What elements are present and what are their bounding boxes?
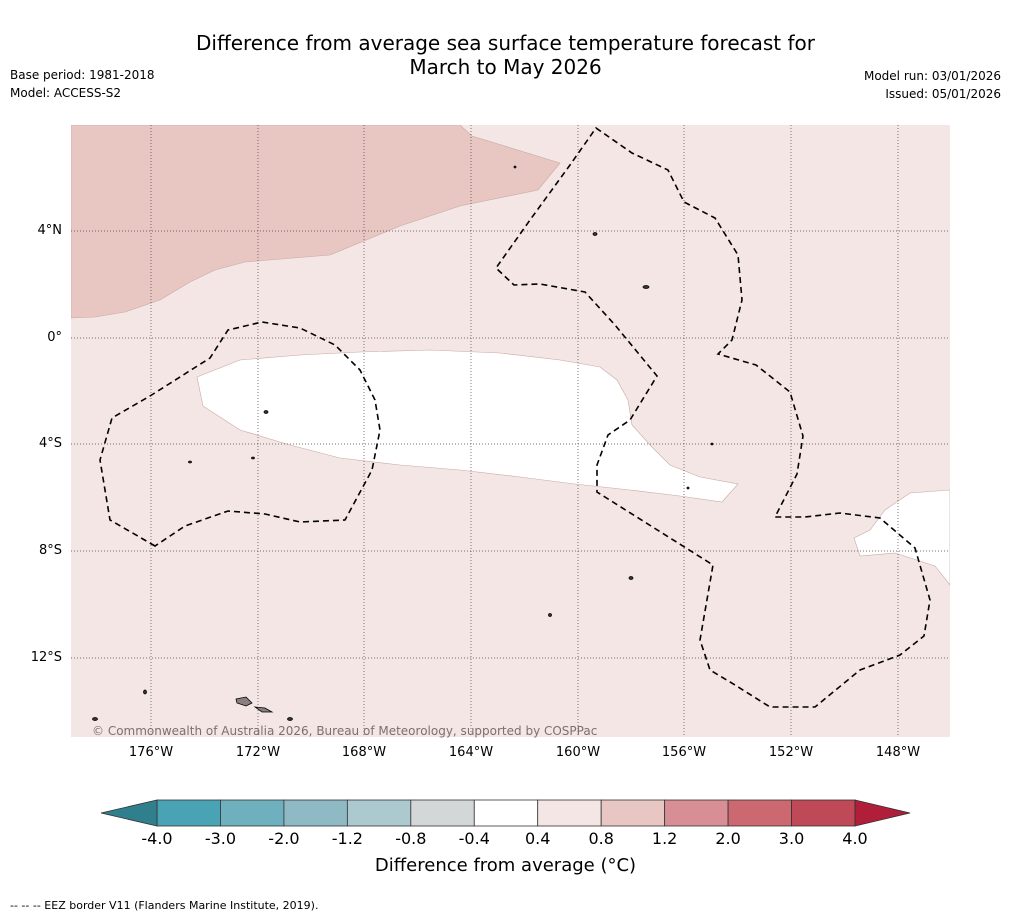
lon-label-156w: 156°W: [661, 745, 707, 760]
copyright-notice: © Commonwealth of Australia 2026, Bureau…: [92, 724, 598, 738]
map-title: Difference from average sea surface temp…: [0, 31, 1011, 79]
samoa-upolu: [253, 706, 274, 713]
meta-left: Base period: 1981-2018 Model: ACCESS-S2: [10, 66, 155, 102]
lon-label-164w: 164°W: [448, 745, 494, 760]
lat-label-0: 0°: [47, 330, 62, 345]
base-period: Base period: 1981-2018: [10, 68, 155, 82]
lon-label-152w: 152°W: [768, 745, 814, 760]
colorbar-title: Difference from average (°C): [374, 855, 637, 876]
samoa-savaii: [235, 696, 253, 707]
colorbar-tick-label: -1.2: [331, 829, 363, 848]
colorbar-tick-label: -0.4: [458, 829, 490, 848]
colorbar-segment: [346, 799, 412, 827]
colorbar-segment: [664, 799, 729, 827]
colorbar-segment: [791, 799, 856, 827]
meta-right: Model run: 03/01/2026 Issued: 05/01/2026: [864, 67, 1001, 103]
eez-border-tokelau: [99, 321, 381, 547]
colorbar-tick-label: -0.8: [395, 829, 427, 848]
eez-legend-footer: -- -- -- EEZ border V11 (Flanders Marine…: [10, 899, 319, 912]
colorbar-extend-high: [854, 799, 911, 827]
colorbar-tick-label: 0.4: [524, 829, 551, 848]
gridlines: [71, 125, 950, 737]
colorbar-segment: [537, 799, 602, 827]
colorbar-tick-label: 3.0: [778, 829, 805, 848]
colorbar-segment: [220, 799, 285, 827]
colorbar: [100, 799, 911, 827]
eez-border-line-islands: [494, 126, 931, 708]
colorbar-extend-low: [100, 799, 158, 827]
colorbar-tick-label: 0.8: [588, 829, 614, 848]
colorbar-tick-label: -2.0: [268, 829, 300, 848]
colorbar-segment: [410, 799, 475, 827]
lat-label-4n: 4°N: [37, 223, 63, 238]
lon-label-148w: 148°W: [875, 745, 921, 760]
model-name: Model: ACCESS-S2: [10, 86, 122, 100]
lat-label-12s: 12°S: [30, 650, 62, 665]
lon-label-160w: 160°W: [555, 745, 601, 760]
anomaly-0.8-1.2-region: [71, 125, 561, 319]
colorbar-segment: [156, 799, 221, 827]
lon-label-168w: 168°W: [341, 745, 387, 760]
title-line-2: March to May 2026: [409, 55, 602, 79]
colorbar-tick-label: 4.0: [842, 829, 868, 848]
anomaly-near-average-region: [196, 349, 739, 503]
colorbar-tick-label: -4.0: [141, 829, 173, 848]
colorbar-tick-label: 1.2: [651, 829, 678, 848]
issued-date: Issued: 05/01/2026: [885, 87, 1001, 101]
model-run: Model run: 03/01/2026: [863, 69, 1001, 83]
lat-label-8s: 8°S: [38, 543, 62, 558]
lat-label-4s: 4°S: [38, 436, 62, 451]
colorbar-segment: [473, 799, 539, 827]
colorbar-segment: [600, 799, 666, 827]
map-area: [71, 125, 950, 737]
title-line-1: Difference from average sea surface temp…: [195, 31, 815, 55]
colorbar-tick-label: 2.0: [715, 829, 741, 848]
lon-label-172w: 172°W: [235, 745, 281, 760]
lon-label-176w: 176°W: [128, 745, 174, 760]
islands: [92, 165, 714, 721]
colorbar-tick-label: -3.0: [204, 829, 237, 848]
colorbar-segment: [283, 799, 348, 827]
colorbar-segment: [727, 799, 792, 827]
